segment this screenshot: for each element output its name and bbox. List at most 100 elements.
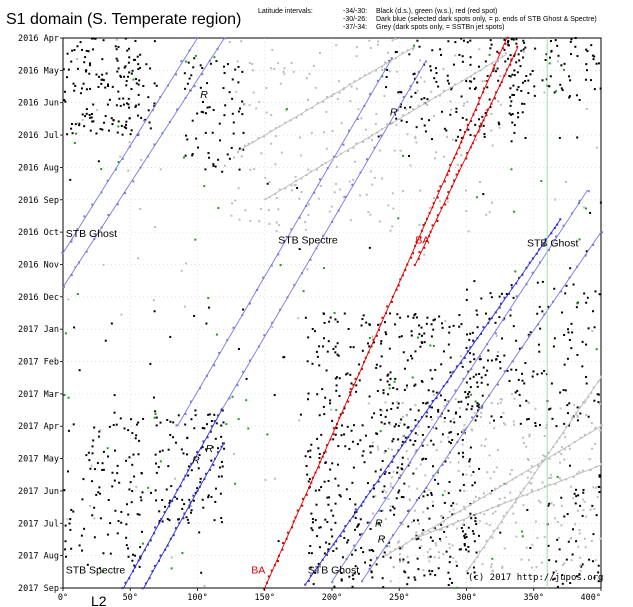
scatter-point-black	[467, 526, 470, 529]
scatter-point-black	[559, 83, 562, 86]
scatter-point-green	[429, 344, 432, 347]
scatter-point-black	[539, 327, 542, 330]
drift-point	[270, 569, 273, 572]
scatter-point-black	[239, 107, 242, 110]
drift-point	[201, 73, 204, 76]
scatter-point-black	[186, 518, 189, 521]
scatter-point-black	[187, 465, 190, 468]
scatter-point-grey	[414, 451, 417, 454]
scatter-point-black	[147, 109, 150, 112]
drift-point	[404, 440, 407, 443]
drift-point	[316, 168, 319, 171]
scatter-point-black	[307, 336, 310, 339]
drift-point	[248, 302, 251, 305]
scatter-point-grey	[389, 485, 392, 488]
scatter-point-grey	[235, 90, 238, 93]
drift-point	[453, 157, 456, 160]
scatter-point-black	[548, 408, 551, 411]
scatter-point-grey	[588, 458, 591, 461]
scatter-point-black	[93, 536, 96, 539]
scatter-point-grey	[578, 564, 581, 567]
scatter-point-grey	[170, 556, 173, 559]
scatter-point-grey	[529, 471, 532, 474]
drift-point	[563, 448, 566, 451]
scatter-point-black	[431, 406, 434, 409]
scatter-point-black	[380, 355, 383, 358]
scatter-point-black	[214, 500, 217, 503]
drift-point	[381, 316, 384, 319]
scatter-point-black	[137, 453, 140, 456]
scatter-point-black	[152, 396, 155, 399]
drift-point	[391, 486, 394, 489]
drift-point	[492, 68, 495, 71]
scatter-point-grey	[461, 523, 464, 526]
scatter-point-black	[566, 357, 569, 360]
drift-point	[571, 212, 574, 215]
scatter-point-black	[576, 419, 579, 422]
scatter-point-black	[210, 459, 213, 462]
scatter-point-black	[442, 516, 445, 519]
drift-point	[377, 480, 380, 483]
scatter-point-black	[585, 343, 588, 346]
scatter-point-grey	[531, 489, 534, 492]
scatter-point-black	[556, 538, 559, 541]
scatter-point-black	[460, 323, 463, 326]
scatter-point-black	[109, 552, 112, 555]
scatter-point-black	[140, 471, 143, 474]
scatter-point-black	[357, 572, 360, 575]
scatter-point-black	[541, 310, 544, 313]
scatter-point-grey	[429, 548, 432, 551]
drift-point	[218, 351, 221, 354]
drift-point	[384, 68, 387, 71]
scatter-point-black	[517, 111, 520, 114]
annotation-label: STB Ghost	[66, 228, 117, 240]
scatter-point-black	[449, 555, 452, 558]
scatter-point-black	[125, 84, 128, 87]
scatter-point-black	[153, 82, 156, 85]
drift-point	[600, 424, 603, 427]
drift-point	[441, 463, 444, 466]
scatter-point-black	[388, 471, 391, 474]
scatter-point-black	[273, 394, 276, 397]
scatter-point-grey	[355, 46, 358, 49]
scatter-point-grey	[391, 39, 394, 42]
scatter-point-black	[457, 452, 460, 455]
scatter-point-black	[449, 356, 452, 359]
drift-point	[182, 517, 185, 520]
drift-point	[485, 539, 488, 542]
scatter-point-black	[476, 313, 479, 316]
scatter-point-black	[418, 333, 421, 336]
scatter-point-grey	[496, 402, 499, 405]
drift-point	[332, 543, 335, 546]
drift-point	[462, 519, 465, 522]
drift-point	[442, 520, 445, 523]
scatter-point-black	[379, 365, 382, 368]
drift-point	[336, 423, 339, 426]
scatter-point-grey	[502, 422, 505, 425]
drift-point	[531, 271, 534, 274]
drift-point	[309, 258, 312, 261]
drift-point	[386, 123, 389, 126]
scatter-point-black	[115, 57, 118, 60]
scatter-point-black	[83, 527, 86, 530]
scatter-point-grey	[389, 229, 392, 232]
scatter-point-black	[102, 552, 105, 555]
scatter-point-grey	[418, 223, 421, 226]
scatter-point-black	[484, 312, 487, 315]
drift-point	[471, 142, 474, 145]
drift-point	[360, 368, 363, 371]
scatter-point-black	[469, 446, 472, 449]
scatter-point-black	[93, 506, 96, 509]
scatter-point-black	[415, 316, 418, 319]
scatter-point-black	[70, 508, 73, 511]
drift-point	[495, 91, 498, 94]
scatter-point-black	[550, 382, 553, 385]
scatter-point-black	[207, 152, 210, 155]
drift-point	[367, 137, 370, 140]
drift-point	[533, 472, 536, 475]
drift-point	[483, 495, 486, 498]
scatter-point-black	[503, 354, 506, 357]
scatter-point-black	[494, 321, 497, 324]
scatter-point-black	[122, 97, 125, 100]
scatter-point-green	[379, 430, 382, 433]
